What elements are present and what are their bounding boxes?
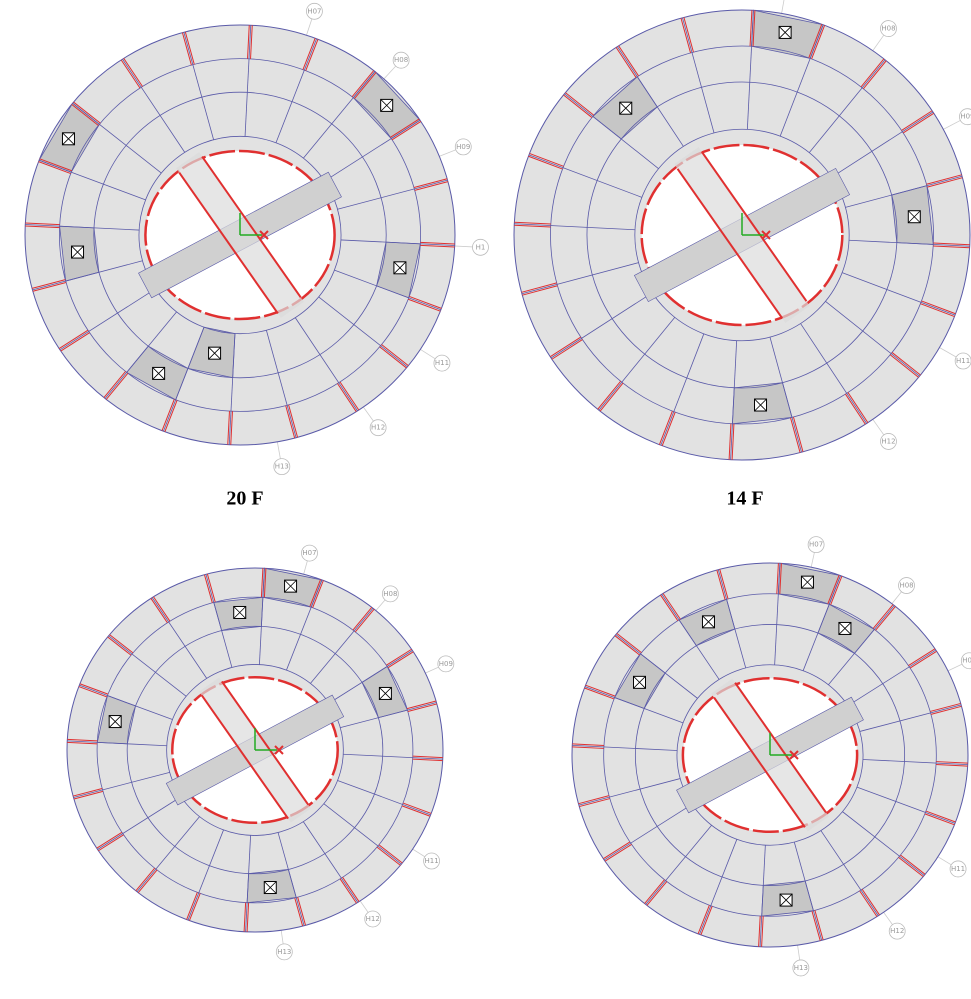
- floor-plan: H07 H08 H09 H11 H12 H13: [67, 545, 454, 960]
- grid-label: H09: [456, 143, 470, 151]
- grid-label: H12: [881, 437, 895, 445]
- grid-label: H09: [439, 660, 453, 668]
- grid-label: H13: [277, 948, 291, 956]
- grid-label: H1: [476, 243, 486, 251]
- floor-plan: H07H08H09H11H12: [514, 0, 971, 460]
- grid-label: H12: [371, 424, 385, 432]
- caption: 14 F: [726, 488, 763, 510]
- grid-label: H11: [951, 865, 965, 873]
- grid-label: H13: [794, 964, 808, 972]
- floor-plan: H07 H08 H09 H1 H11 H12 H13: [25, 3, 488, 474]
- grid-label: H12: [366, 915, 380, 923]
- grid-label: H07: [302, 549, 316, 557]
- floor-plans: 20 F 14 F H07H08H09H1H11H12H13H07H08H09H…: [0, 0, 971, 999]
- grid-label: H09: [962, 657, 971, 665]
- grid-label: H07: [809, 541, 823, 549]
- grid-label: H13: [275, 463, 289, 471]
- floor-plan: H07 H08 H09 H11 H12 H13: [572, 537, 971, 976]
- grid-label: H09: [960, 113, 971, 121]
- grid-label: H08: [881, 25, 895, 33]
- grid-label: H08: [383, 590, 397, 598]
- grid-label: H08: [899, 582, 913, 590]
- grid-label: H11: [435, 359, 449, 367]
- grid-label: H12: [890, 927, 904, 935]
- grid-label: H11: [425, 857, 439, 865]
- grid-label: H08: [394, 56, 408, 64]
- grid-label: H07: [307, 7, 321, 15]
- caption: 20 F: [226, 488, 263, 510]
- grid-label: H11: [956, 357, 970, 365]
